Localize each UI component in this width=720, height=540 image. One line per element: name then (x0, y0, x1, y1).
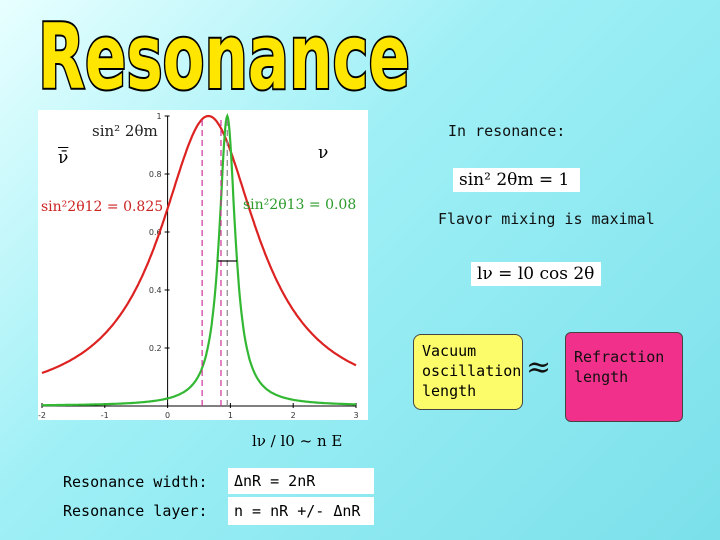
refraction-line-1: Refraction (574, 348, 665, 366)
sin-equation: sin² 2θm = 1 (453, 168, 580, 192)
plot-ylabel: sin² 2θm (92, 122, 158, 140)
x-tick-label: 1 (228, 411, 233, 420)
refraction-length-box: Refraction length (565, 332, 683, 422)
title-text: Resonance (38, 5, 410, 104)
flavor-mixing-text: Flavor mixing is maximal (438, 210, 655, 228)
vacuum-line-3: length (422, 382, 477, 400)
x-tick-label: -2 (38, 411, 46, 420)
vacuum-line-2: oscillation (422, 362, 522, 380)
y-tick-label: 0.8 (149, 170, 162, 179)
y-tick-label: 0.4 (149, 286, 162, 295)
x-tick-label: 3 (353, 411, 358, 420)
plot-canvas: -2 -1 0 1 2 3 1 0.8 0.6 0.4 0.2 (38, 112, 359, 420)
ratio-label: lν / l0 ~ n E (252, 432, 343, 450)
y-tick-label: 0.6 (149, 228, 162, 237)
y-tick-label: 1 (157, 112, 162, 121)
neutrino-label: ν (318, 143, 329, 163)
approx-symbol: ≈ (526, 350, 552, 385)
refraction-line-2: length (574, 368, 629, 386)
vacuum-line-1: Vacuum (422, 342, 477, 360)
resonance-width-equation: ΔnR = 2nR tan2θ (228, 468, 374, 512)
y-tick-label: 0.2 (149, 344, 162, 353)
x-tick-label: 2 (291, 411, 296, 420)
l-nu-equation: lν = l0 cos 2θ (471, 262, 601, 286)
x-tick-label: -1 (101, 411, 109, 420)
in-resonance-label: In resonance: (448, 122, 566, 140)
series-line-0 (41, 114, 357, 375)
antineutrino-label: ν̄ (58, 148, 69, 168)
x-tick-label: 0 (165, 411, 170, 420)
resonance-layer-label: Resonance layer: (63, 502, 208, 520)
resonance-width-label: Resonance width: (63, 473, 208, 491)
series-line-1 (42, 113, 356, 407)
vacuum-oscillation-box: Vacuum oscillation length (413, 334, 523, 410)
red-curve-label: sin²2θ12 = 0.825 (41, 199, 164, 215)
resonance-plot: -2 -1 0 1 2 3 1 0.8 0.6 0.4 0.2 (38, 110, 368, 420)
green-curve-label: sin²2θ13 = 0.08 (243, 197, 357, 213)
slide-title: Resonance (36, 4, 412, 104)
resonance-layer-equation: n = nR +/- ΔnR (228, 497, 374, 525)
